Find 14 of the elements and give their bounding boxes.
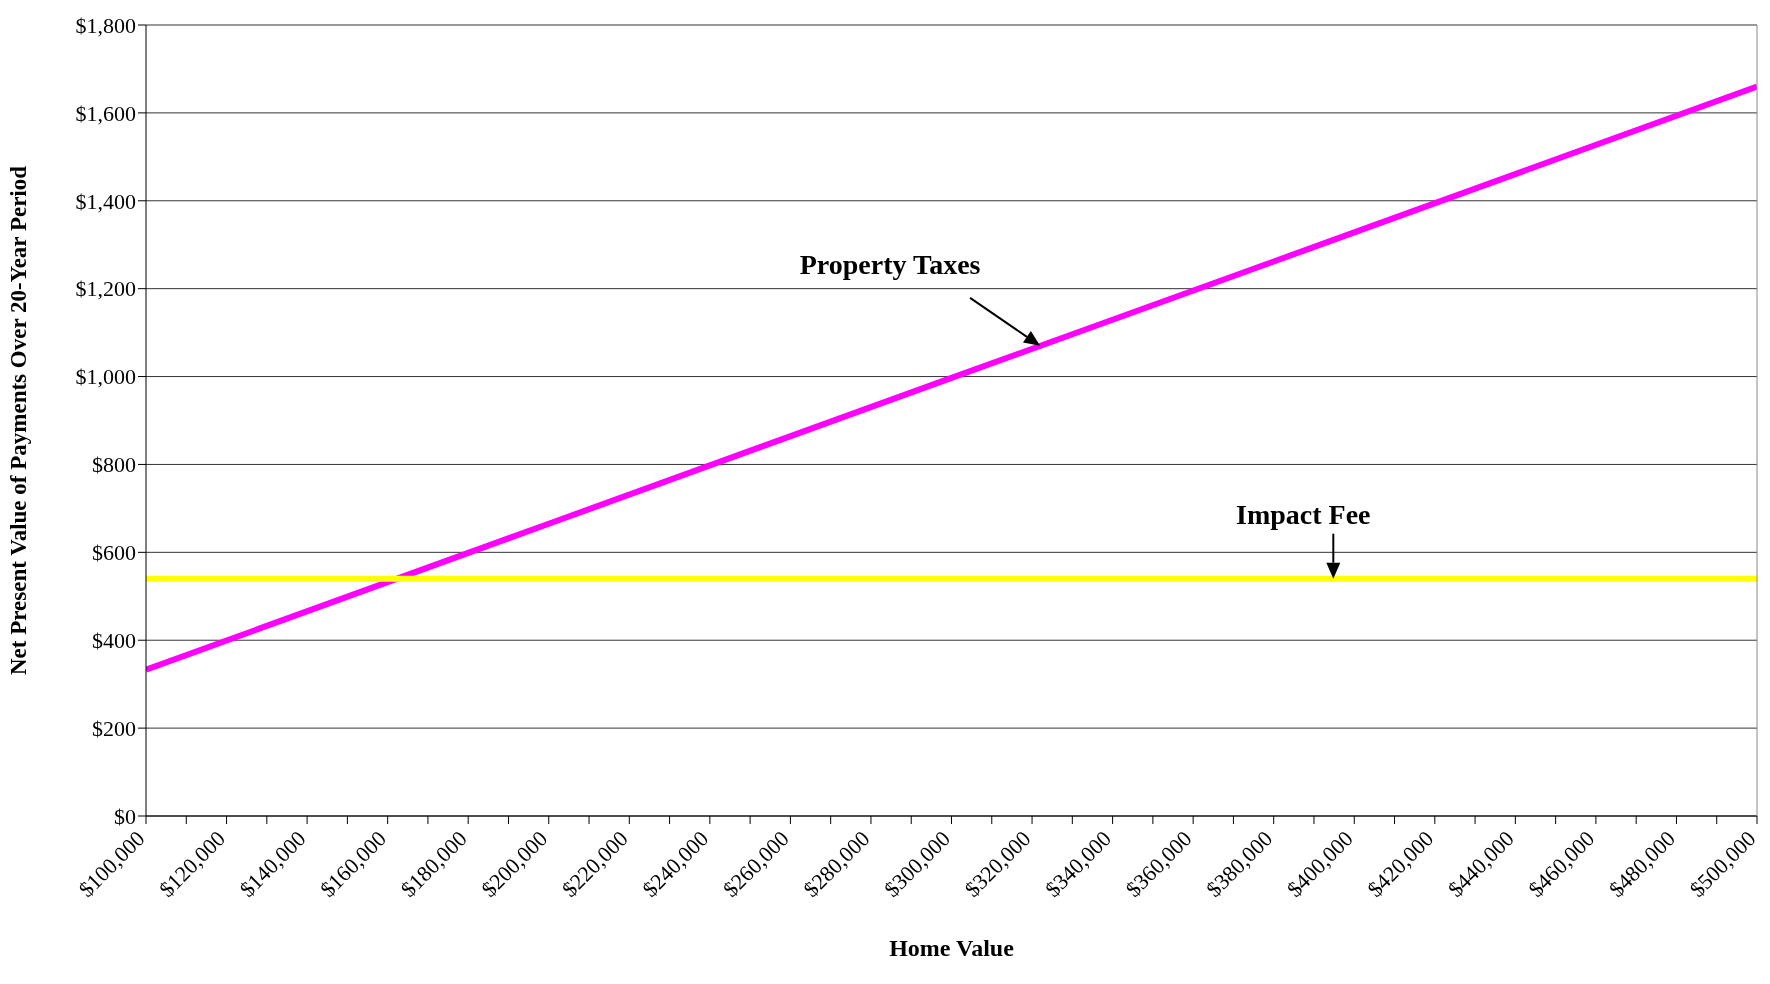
y-tick-label: $600: [92, 540, 136, 566]
text: Property Taxes: [799, 248, 981, 280]
x-axis-title: Home Value: [889, 935, 1015, 961]
y-tick-label: $1,200: [75, 276, 136, 302]
y-tick-label: $1,600: [75, 100, 136, 126]
y-tick-label: $200: [92, 715, 136, 741]
y-tick-label: $1,800: [75, 12, 136, 38]
y-tick-label: $1,000: [75, 364, 136, 390]
y-tick-label: $1,400: [75, 188, 136, 214]
y-tick-label: $0: [114, 803, 136, 829]
y-tick-label: $800: [92, 452, 136, 478]
y-tick-label: $400: [92, 628, 136, 654]
series-label: Impact Fee: [1236, 498, 1371, 530]
y-axis-title: Net Present Value of Payments Over 20-Year Period: [6, 165, 32, 676]
